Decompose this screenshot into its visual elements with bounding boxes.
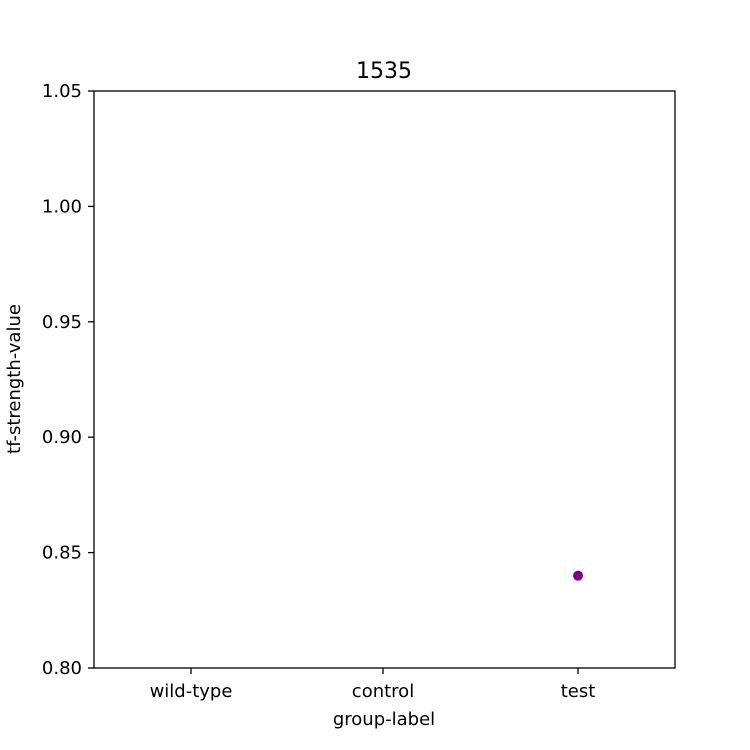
plot-area-frame (93, 90, 676, 669)
y-tick-label: 0.95 (42, 312, 82, 333)
y-axis: 0.80 0.85 0.90 0.95 1.00 1.05 (42, 81, 94, 679)
y-tick-label: 0.80 (42, 658, 82, 679)
data-point (573, 570, 583, 581)
x-axis: wild-type control test (150, 668, 596, 702)
y-tick-label: 1.05 (42, 81, 82, 102)
data-points (573, 570, 583, 581)
x-tick-label: wild-type (150, 681, 233, 702)
y-axis-label: tf-strength-value (4, 304, 25, 454)
x-axis-label: group-label (333, 709, 435, 730)
y-tick-label: 0.90 (42, 427, 82, 448)
chart-title: 1535 (356, 59, 412, 84)
x-tick-label: control (352, 681, 414, 702)
x-tick-label: test (561, 681, 596, 702)
y-tick-label: 0.85 (42, 543, 82, 564)
y-tick-label: 1.00 (42, 196, 82, 217)
